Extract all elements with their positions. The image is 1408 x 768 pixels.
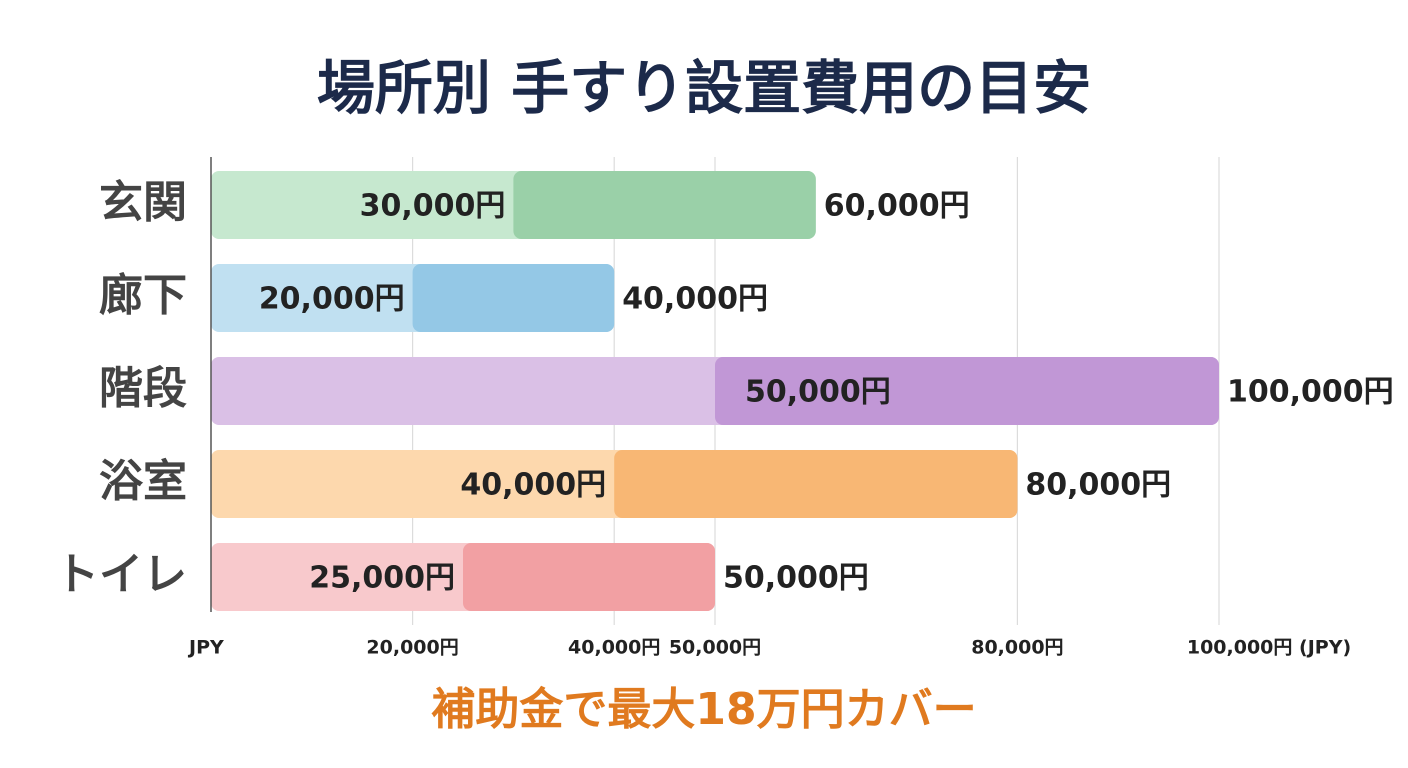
- bar-high: [463, 543, 715, 611]
- category-label: 玄関: [99, 177, 187, 228]
- value-label-low: 30,000円: [360, 189, 506, 224]
- x-tick-label: 100,000円 (JPY): [1187, 637, 1351, 659]
- value-label-low: 40,000円: [460, 468, 606, 503]
- x-tick-label: 40,000円: [568, 637, 660, 659]
- category-label: 廊下: [99, 270, 187, 321]
- bar-high: [513, 171, 816, 239]
- value-label-low: 25,000円: [309, 561, 455, 596]
- footer-note: 補助金で最大18万円カバー: [431, 684, 976, 735]
- category-label: 階段: [99, 363, 187, 414]
- bar-high: [715, 357, 1219, 425]
- value-label-high: 50,000円: [723, 561, 869, 596]
- value-label-high: 100,000円: [1227, 375, 1394, 410]
- category-label: トイレ: [55, 549, 187, 600]
- category-label: 浴室: [99, 456, 187, 507]
- value-label-high: 60,000円: [824, 189, 970, 224]
- x-tick-label: 80,000円: [971, 637, 1063, 659]
- value-label-high: 40,000円: [622, 282, 768, 317]
- chart-title: 場所別 手すり設置費用の目安: [317, 54, 1091, 122]
- value-label-high: 80,000円: [1025, 468, 1171, 503]
- value-label-low: 50,000円: [745, 375, 891, 410]
- x-tick-label: JPY: [187, 637, 224, 659]
- bar-high: [614, 450, 1018, 518]
- bar-high: [412, 264, 615, 332]
- x-tick-label: 20,000円: [366, 637, 458, 659]
- value-label-low: 20,000円: [259, 282, 405, 317]
- x-tick-label: 50,000円: [669, 637, 761, 659]
